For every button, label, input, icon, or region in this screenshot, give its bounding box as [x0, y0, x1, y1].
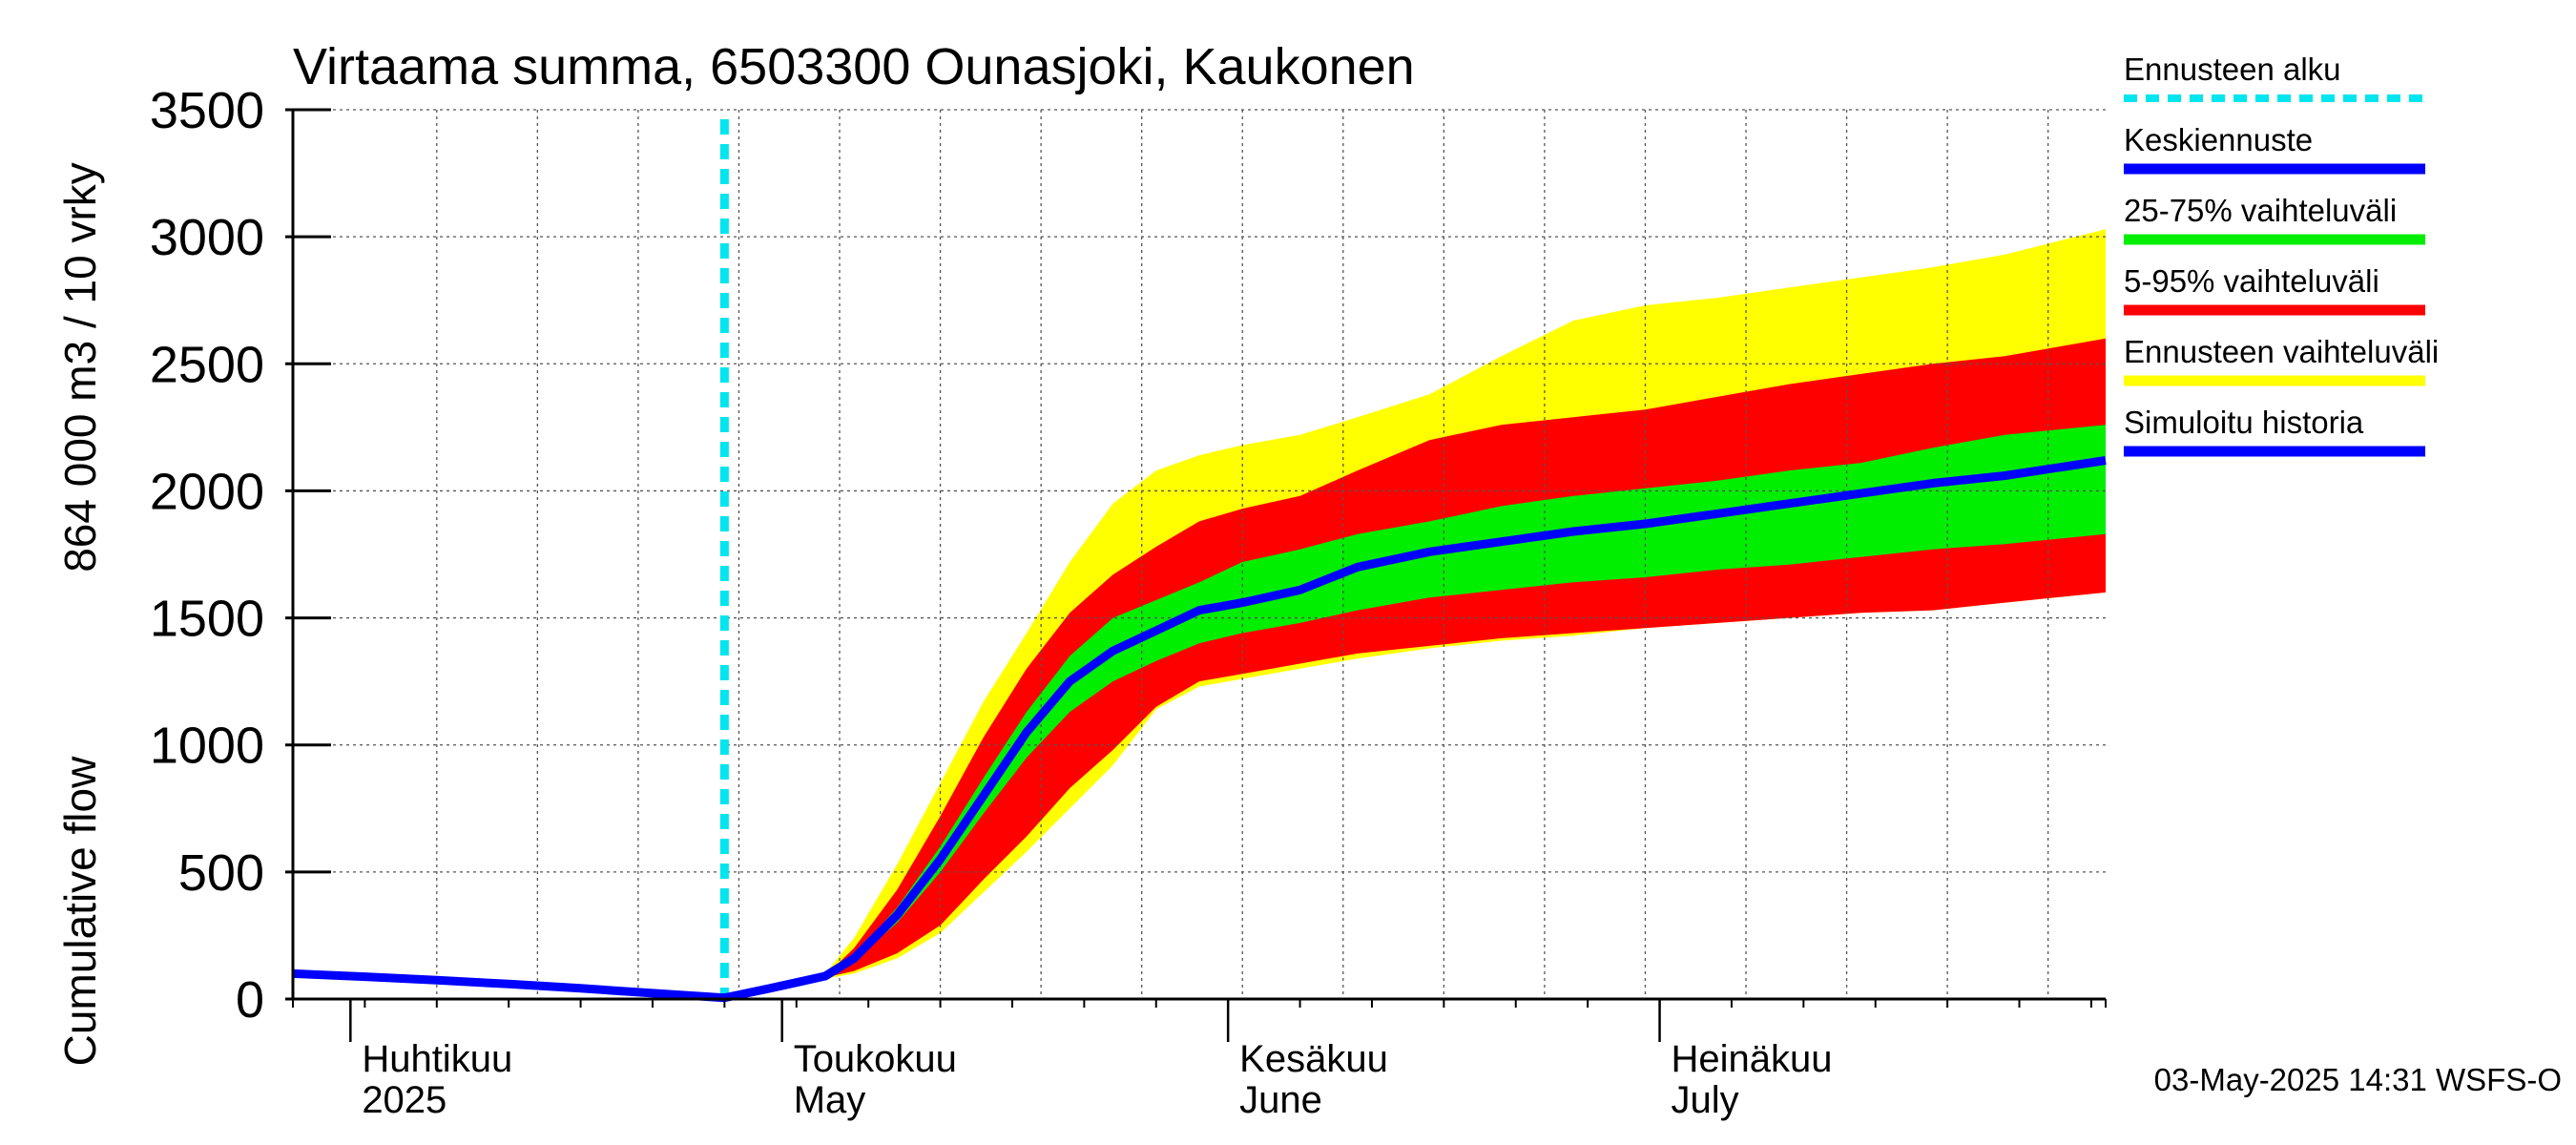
- y-tick-label: 2000: [150, 463, 264, 520]
- series-lines: [292, 119, 2107, 1003]
- legend-label: 25-75% vaihteluväli: [2124, 193, 2397, 228]
- x-tick-label-sub: 2025: [362, 1079, 447, 1121]
- y-tick-label: 1000: [150, 718, 264, 775]
- y-axis-label-line1: Cumulative flow: [55, 756, 105, 1066]
- axes: 0 500 1000 1500 2000 2500 3000 3500 Huhtikuu2025…: [150, 82, 2107, 1121]
- gridlines: [293, 109, 2106, 999]
- y-tick-label: 3500: [150, 82, 264, 139]
- mean-forecast-line: [723, 456, 2107, 1003]
- footer-timestamp: 03-May-2025 14:31 WSFS-O: [2154, 1062, 2562, 1097]
- y-tick-label: 500: [178, 844, 264, 902]
- x-tick-label-sub: June: [1239, 1079, 1322, 1121]
- x-tick-label-month: Huhtikuu: [362, 1038, 512, 1080]
- y-axis-label: Cumulative flow 864 000 m3 / 10 vrky: [55, 162, 105, 1066]
- legend-label: Ennusteen vaihteluväli: [2124, 334, 2439, 369]
- legend-label: 5-95% vaihteluväli: [2124, 263, 2379, 299]
- x-tick-label-sub: July: [1672, 1079, 1739, 1121]
- y-tick-label: 0: [236, 971, 264, 1029]
- x-tick-label-month: Heinäkuu: [1672, 1038, 1833, 1080]
- simulated-history-line: [292, 968, 725, 1003]
- y-tick-label: 1500: [150, 591, 264, 648]
- legend-label: Ennusteen alku: [2124, 52, 2341, 87]
- y-axis-label-line2: 864 000 m3 / 10 vrky: [55, 162, 105, 572]
- legend-label: Keskiennuste: [2124, 122, 2313, 157]
- y-tick-label: 2500: [150, 336, 264, 393]
- legend-label: Simuloitu historia: [2124, 405, 2364, 440]
- x-tick-label-sub: May: [794, 1079, 866, 1121]
- legend: Ennusteen alku Keskiennuste 25-75% vaihtel…: [2124, 52, 2439, 457]
- x-tick-label-month: Kesäkuu: [1239, 1038, 1388, 1080]
- y-tick-label: 3000: [150, 209, 264, 266]
- chart-title: Virtaama summa, 6503300 Ounasjoki, Kauko…: [293, 38, 1415, 95]
- x-tick-label-month: Toukokuu: [794, 1038, 957, 1080]
